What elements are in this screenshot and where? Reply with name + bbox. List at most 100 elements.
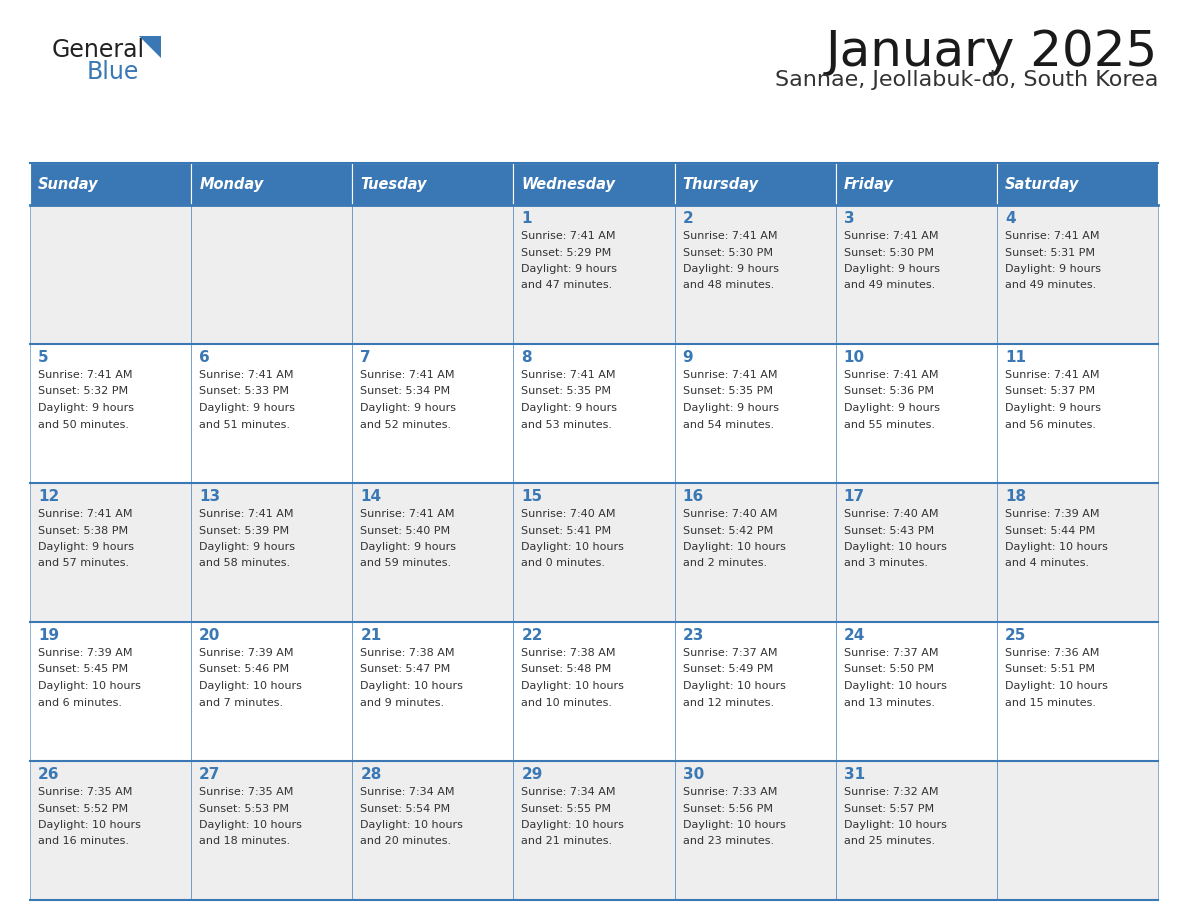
- Text: Sunset: 5:53 PM: Sunset: 5:53 PM: [200, 803, 289, 813]
- Bar: [835, 622, 997, 761]
- Text: Sunrise: 7:41 AM: Sunrise: 7:41 AM: [200, 509, 293, 519]
- Text: Sunset: 5:29 PM: Sunset: 5:29 PM: [522, 248, 612, 258]
- Bar: [353, 163, 513, 205]
- Text: 19: 19: [38, 628, 59, 643]
- Text: Sunset: 5:30 PM: Sunset: 5:30 PM: [683, 248, 772, 258]
- Text: Sunset: 5:57 PM: Sunset: 5:57 PM: [843, 803, 934, 813]
- Bar: [30, 163, 191, 205]
- Bar: [191, 205, 353, 344]
- Bar: [835, 761, 997, 900]
- Text: Sunrise: 7:33 AM: Sunrise: 7:33 AM: [683, 787, 777, 797]
- Polygon shape: [139, 36, 162, 58]
- Text: 17: 17: [843, 489, 865, 504]
- Text: Sunrise: 7:38 AM: Sunrise: 7:38 AM: [360, 648, 455, 658]
- Text: Sunset: 5:39 PM: Sunset: 5:39 PM: [200, 525, 289, 535]
- Text: 16: 16: [683, 489, 703, 504]
- Bar: [997, 622, 1158, 761]
- Text: Daylight: 10 hours: Daylight: 10 hours: [360, 681, 463, 691]
- Bar: [353, 205, 513, 344]
- Bar: [513, 622, 675, 761]
- Bar: [675, 344, 835, 483]
- Text: 9: 9: [683, 350, 693, 365]
- Text: and 59 minutes.: and 59 minutes.: [360, 558, 451, 568]
- Bar: [513, 163, 675, 205]
- Text: Sunset: 5:30 PM: Sunset: 5:30 PM: [843, 248, 934, 258]
- Text: and 2 minutes.: and 2 minutes.: [683, 558, 766, 568]
- Text: Daylight: 9 hours: Daylight: 9 hours: [843, 403, 940, 413]
- Text: Daylight: 10 hours: Daylight: 10 hours: [683, 542, 785, 552]
- Text: Daylight: 9 hours: Daylight: 9 hours: [522, 403, 618, 413]
- Text: Sunset: 5:50 PM: Sunset: 5:50 PM: [843, 665, 934, 675]
- Text: Daylight: 10 hours: Daylight: 10 hours: [1005, 681, 1107, 691]
- Bar: [353, 483, 513, 622]
- Text: Sunrise: 7:41 AM: Sunrise: 7:41 AM: [1005, 370, 1099, 380]
- Text: Daylight: 9 hours: Daylight: 9 hours: [522, 264, 618, 274]
- Text: and 47 minutes.: and 47 minutes.: [522, 281, 613, 290]
- Text: Sunset: 5:55 PM: Sunset: 5:55 PM: [522, 803, 612, 813]
- Text: 22: 22: [522, 628, 543, 643]
- Text: Friday: Friday: [843, 176, 893, 192]
- Text: Sunset: 5:32 PM: Sunset: 5:32 PM: [38, 386, 128, 397]
- Text: Daylight: 10 hours: Daylight: 10 hours: [843, 820, 947, 830]
- Text: Sunset: 5:45 PM: Sunset: 5:45 PM: [38, 665, 128, 675]
- Text: 26: 26: [38, 767, 59, 782]
- Text: Sunrise: 7:38 AM: Sunrise: 7:38 AM: [522, 648, 615, 658]
- Text: Sunrise: 7:39 AM: Sunrise: 7:39 AM: [1005, 509, 1099, 519]
- Text: 2: 2: [683, 211, 694, 226]
- Text: Daylight: 9 hours: Daylight: 9 hours: [200, 542, 295, 552]
- Text: Daylight: 9 hours: Daylight: 9 hours: [843, 264, 940, 274]
- Bar: [835, 163, 997, 205]
- Text: 18: 18: [1005, 489, 1026, 504]
- Bar: [513, 205, 675, 344]
- Text: General: General: [52, 38, 145, 62]
- Text: Sunrise: 7:41 AM: Sunrise: 7:41 AM: [38, 509, 133, 519]
- Text: Daylight: 10 hours: Daylight: 10 hours: [522, 542, 625, 552]
- Text: and 54 minutes.: and 54 minutes.: [683, 420, 773, 430]
- Text: Sunrise: 7:41 AM: Sunrise: 7:41 AM: [522, 231, 615, 241]
- Text: 24: 24: [843, 628, 865, 643]
- Text: Sunrise: 7:40 AM: Sunrise: 7:40 AM: [522, 509, 615, 519]
- Text: Daylight: 10 hours: Daylight: 10 hours: [200, 820, 302, 830]
- Bar: [353, 622, 513, 761]
- Text: Daylight: 10 hours: Daylight: 10 hours: [38, 820, 141, 830]
- Text: Sunset: 5:46 PM: Sunset: 5:46 PM: [200, 665, 289, 675]
- Bar: [191, 761, 353, 900]
- Bar: [835, 205, 997, 344]
- Text: Sunset: 5:31 PM: Sunset: 5:31 PM: [1005, 248, 1095, 258]
- Text: Sunset: 5:48 PM: Sunset: 5:48 PM: [522, 665, 612, 675]
- Bar: [675, 483, 835, 622]
- Text: Sunrise: 7:36 AM: Sunrise: 7:36 AM: [1005, 648, 1099, 658]
- Text: Sunrise: 7:39 AM: Sunrise: 7:39 AM: [200, 648, 293, 658]
- Text: and 55 minutes.: and 55 minutes.: [843, 420, 935, 430]
- Text: Daylight: 9 hours: Daylight: 9 hours: [683, 403, 778, 413]
- Text: 7: 7: [360, 350, 371, 365]
- Text: Sunrise: 7:34 AM: Sunrise: 7:34 AM: [360, 787, 455, 797]
- Bar: [191, 483, 353, 622]
- Text: Saturday: Saturday: [1005, 176, 1079, 192]
- Bar: [513, 344, 675, 483]
- Text: and 9 minutes.: and 9 minutes.: [360, 698, 444, 708]
- Text: Sunrise: 7:39 AM: Sunrise: 7:39 AM: [38, 648, 133, 658]
- Text: Sunset: 5:51 PM: Sunset: 5:51 PM: [1005, 665, 1095, 675]
- Text: 31: 31: [843, 767, 865, 782]
- Text: Sunrise: 7:41 AM: Sunrise: 7:41 AM: [843, 370, 939, 380]
- Text: and 57 minutes.: and 57 minutes.: [38, 558, 129, 568]
- Text: Sunrise: 7:34 AM: Sunrise: 7:34 AM: [522, 787, 615, 797]
- Text: and 53 minutes.: and 53 minutes.: [522, 420, 613, 430]
- Text: Sunset: 5:52 PM: Sunset: 5:52 PM: [38, 803, 128, 813]
- Text: Daylight: 9 hours: Daylight: 9 hours: [1005, 403, 1101, 413]
- Text: Thursday: Thursday: [683, 176, 759, 192]
- Text: Wednesday: Wednesday: [522, 176, 615, 192]
- Text: Monday: Monday: [200, 176, 264, 192]
- Text: and 12 minutes.: and 12 minutes.: [683, 698, 773, 708]
- Bar: [675, 622, 835, 761]
- Bar: [997, 163, 1158, 205]
- Text: 27: 27: [200, 767, 221, 782]
- Text: Daylight: 10 hours: Daylight: 10 hours: [1005, 542, 1107, 552]
- Text: Sunrise: 7:41 AM: Sunrise: 7:41 AM: [360, 509, 455, 519]
- Text: Sunrise: 7:35 AM: Sunrise: 7:35 AM: [38, 787, 132, 797]
- Text: Daylight: 9 hours: Daylight: 9 hours: [200, 403, 295, 413]
- Text: Sunset: 5:47 PM: Sunset: 5:47 PM: [360, 665, 450, 675]
- Bar: [191, 344, 353, 483]
- Text: Sunrise: 7:41 AM: Sunrise: 7:41 AM: [683, 370, 777, 380]
